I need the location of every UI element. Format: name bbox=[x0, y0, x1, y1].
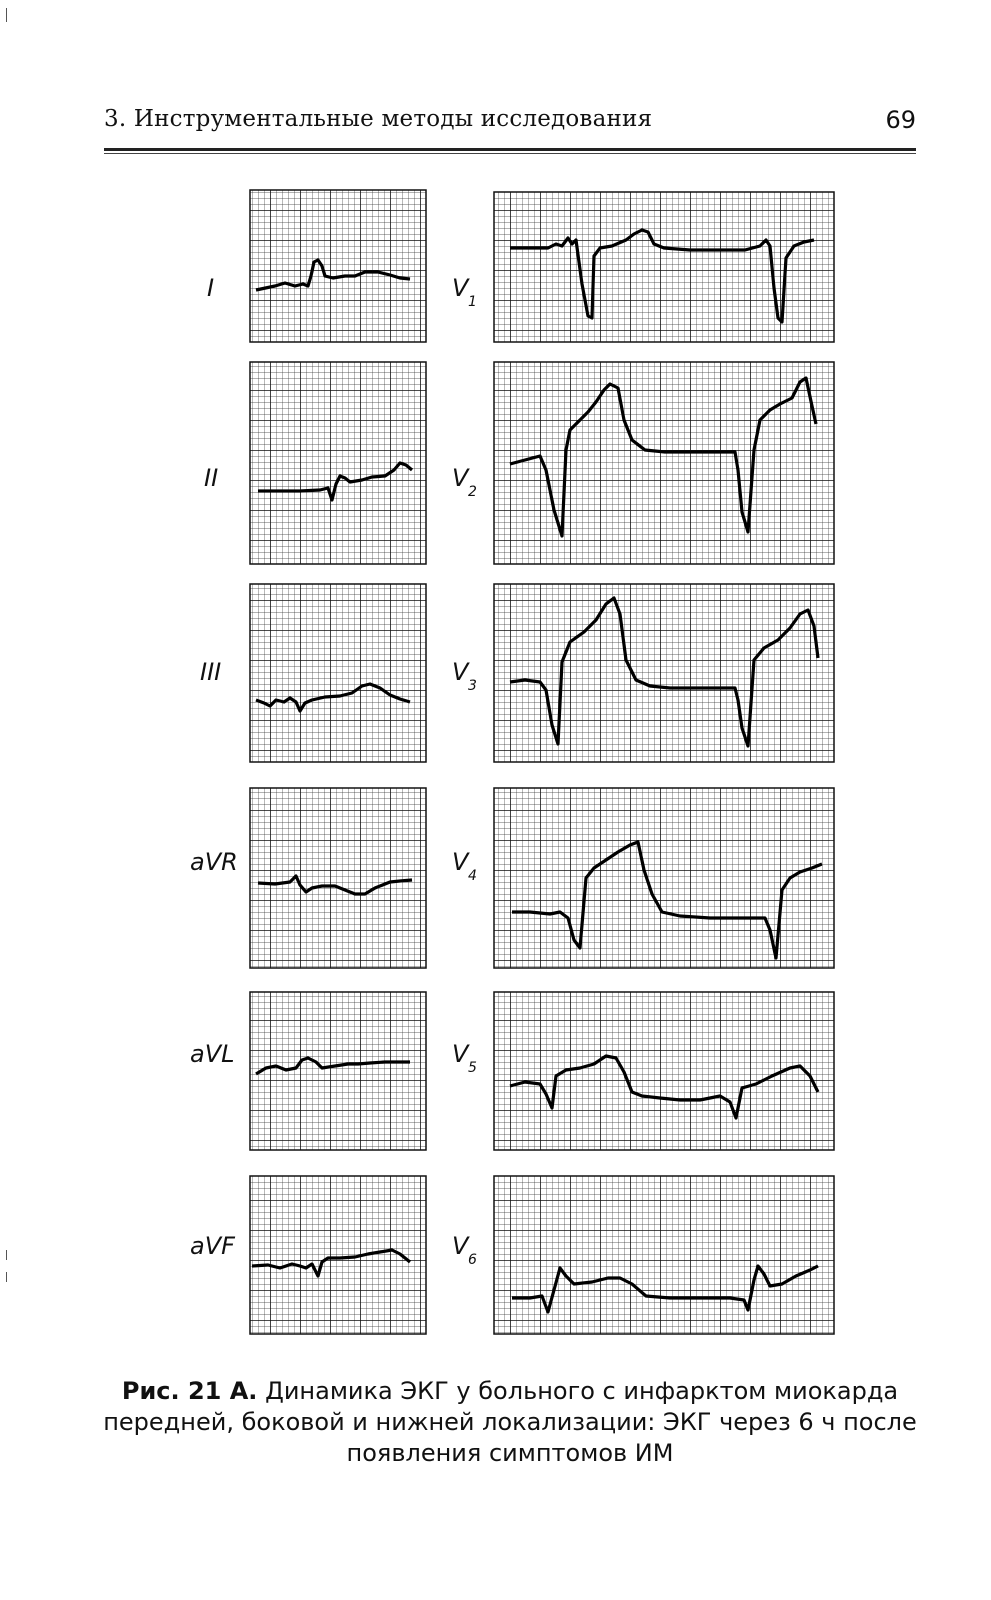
lead-label-V6: V bbox=[452, 1232, 470, 1260]
lead-label-V3: V bbox=[452, 658, 470, 686]
lead-label-aVR: aVR bbox=[190, 848, 238, 876]
lead-label-V5: V bbox=[452, 1040, 470, 1068]
header-rule-thin bbox=[104, 153, 916, 154]
margin-mark bbox=[6, 8, 7, 22]
lead-sub-V2: 2 bbox=[468, 484, 477, 500]
lead-sub-V1: 1 bbox=[468, 294, 477, 310]
lead-label-V4: V bbox=[452, 848, 470, 876]
lead-panel-aVR bbox=[249, 787, 427, 969]
margin-mark bbox=[6, 1250, 7, 1260]
header-rule-thick bbox=[104, 148, 916, 151]
lead-sub-V3: 3 bbox=[468, 678, 477, 694]
lead-panel-V4 bbox=[493, 787, 835, 969]
ecg-figure: I II III aVR aVL aVF V 1 V 2 V 3 V 4 V 5… bbox=[190, 189, 835, 1335]
lead-panel-V3 bbox=[493, 583, 835, 763]
lead-label-aVL: aVL bbox=[190, 1040, 235, 1068]
caption-label: Рис. 21 А. bbox=[121, 1377, 258, 1405]
page-header: 3. Инструментальные методы исследования … bbox=[104, 106, 916, 136]
lead-label-aVF: aVF bbox=[190, 1232, 236, 1260]
page-number: 69 bbox=[885, 106, 916, 134]
lead-sub-V5: 5 bbox=[468, 1060, 477, 1076]
lead-sub-V6: 6 bbox=[468, 1252, 477, 1268]
lead-label-II: II bbox=[204, 464, 218, 492]
lead-panel-aVL bbox=[249, 991, 427, 1151]
lead-panel-II bbox=[249, 361, 427, 565]
figure-caption: Рис. 21 А. Динамика ЭКГ у больного с инф… bbox=[100, 1376, 920, 1469]
lead-panel-I bbox=[249, 189, 427, 343]
lead-panel-V1 bbox=[493, 191, 835, 343]
margin-mark bbox=[6, 1272, 7, 1282]
caption-text: Динамика ЭКГ у больного с инфарктом миок… bbox=[103, 1377, 917, 1467]
lead-panel-V6 bbox=[493, 1175, 835, 1335]
lead-label-III: III bbox=[200, 658, 221, 686]
lead-label-V2: V bbox=[452, 464, 470, 492]
lead-panel-aVF bbox=[249, 1175, 427, 1335]
lead-panel-V5 bbox=[493, 991, 835, 1151]
lead-panel-III bbox=[249, 583, 427, 763]
running-title: 3. Инструментальные методы исследования bbox=[104, 106, 653, 132]
lead-label-I: I bbox=[207, 274, 214, 302]
lead-sub-V4: 4 bbox=[468, 868, 477, 884]
lead-panel-V2 bbox=[493, 361, 835, 565]
lead-label-V1: V bbox=[452, 274, 470, 302]
